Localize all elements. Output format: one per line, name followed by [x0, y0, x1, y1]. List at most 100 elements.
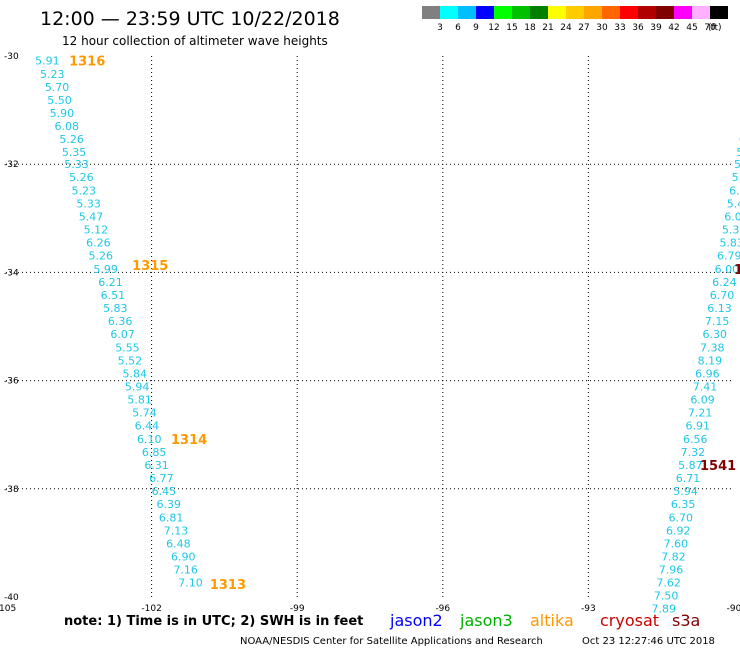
x-tick-label: -105 [0, 604, 16, 614]
swh-value: 6.00 [715, 263, 740, 276]
color-legend: 3 6 9 12 15 18 21 24 27 30 33 36 39 42 45 70(ft) [422, 6, 728, 33]
swh-value: 5.84 [122, 368, 147, 381]
legend-label: 33 [614, 23, 625, 33]
swh-value: 5.33 [64, 158, 89, 171]
y-tick-label: -32 [4, 160, 19, 170]
legend-swatch [548, 6, 566, 19]
swh-value: 5.94 [673, 485, 698, 498]
legend-swatch [656, 6, 674, 19]
swh-value: 5.23 [72, 185, 97, 198]
swh-value: 6.35 [671, 498, 696, 511]
legend-label: 27 [578, 23, 589, 33]
swh-value: 6.51 [101, 289, 126, 302]
legend-swatch [530, 6, 548, 19]
swh-value: 5.47 [727, 198, 740, 211]
swh-value: 6.10 [137, 433, 162, 446]
swh-value: 7.89 [651, 602, 676, 615]
swh-value: 6.39 [156, 498, 181, 511]
pass-label: 1541 [700, 459, 736, 474]
swh-value: 7.16 [173, 563, 198, 576]
legend-swatch [692, 6, 710, 19]
swh-value: 6.45 [152, 485, 177, 498]
swh-value: 6.26 [86, 237, 111, 250]
legend-label: 30 [596, 23, 608, 33]
pass-label: 1 [734, 263, 740, 278]
swh-value: 6.90 [171, 550, 196, 563]
swh-value: 5.52 [118, 355, 143, 368]
pass-label: 1313 [210, 578, 246, 593]
swh-value: 6.71 [676, 472, 701, 485]
swh-value: 6.00 [724, 211, 740, 224]
timestamp: Oct 23 12:27:46 UTC 2018 [582, 636, 715, 647]
legend-label: 9 [473, 23, 479, 33]
legend-label: 3 [437, 23, 443, 33]
legend-swatch [422, 6, 440, 19]
swh-value: 5.47 [79, 211, 104, 224]
swh-value: 6.91 [685, 420, 710, 433]
swh-value: 5.9 [734, 158, 740, 171]
swh-value: 6.21 [98, 276, 123, 289]
swh-value: 6.81 [159, 511, 184, 524]
swh-value: 7.32 [681, 446, 706, 459]
swh-value: 5.9 [736, 146, 740, 159]
legend-label: 42 [668, 23, 679, 33]
legend-swatch [638, 6, 656, 19]
swh-value: 5.26 [89, 250, 114, 263]
swh-value: 6.30 [702, 328, 727, 341]
satellite-jason3: jason3 [459, 611, 513, 630]
legend-swatch [602, 6, 620, 19]
swh-value: 5.36 [722, 224, 740, 237]
legend-swatch [494, 6, 512, 19]
chart-subtitle: 12 hour collection of altimeter wave hei… [62, 34, 328, 48]
swh-value: 7.10 [178, 576, 203, 589]
legend-label: 70 [704, 23, 716, 33]
swh-value: 5.35 [62, 146, 87, 159]
legend-label: 21 [542, 23, 553, 33]
swh-value: 7.62 [656, 576, 681, 589]
swh-value: 6.96 [695, 368, 720, 381]
legend-swatch [674, 6, 692, 19]
swh-value: 6.79 [717, 250, 740, 263]
swh-value: 7.50 [654, 589, 679, 602]
satellite-altika: altika [530, 611, 574, 630]
swh-value: 5.26 [69, 171, 94, 184]
swh-value: 6.24 [712, 276, 737, 289]
swh-value: 6.70 [668, 511, 693, 524]
legend-swatch [458, 6, 476, 19]
swh-value: 6.85 [142, 446, 167, 459]
swh-value: 5.99 [93, 263, 118, 276]
legend-label: 45 [686, 23, 697, 33]
legend-label: 24 [560, 23, 572, 33]
swh-value: 5.83 [719, 237, 740, 250]
swh-value: 7.60 [664, 537, 689, 550]
satellite-s3a: s3a [672, 611, 700, 630]
x-tick-label: -93 [581, 604, 596, 614]
legend-swatch [710, 6, 728, 19]
legend-swatch [476, 6, 494, 19]
data-marks: 5.915.235.705.505.906.085.265.355.335.26… [35, 54, 740, 615]
swh-value: 5.55 [115, 342, 140, 355]
swh-value: 5.81 [127, 394, 152, 407]
swh-value: 6.09 [690, 394, 715, 407]
swh-value: 6.36 [108, 315, 133, 328]
swh-value: 5.87 [678, 459, 703, 472]
legend-swatch [584, 6, 602, 19]
swh-value: 5.23 [40, 68, 64, 81]
pass-label: 1316 [69, 54, 105, 69]
y-tick-label: -30 [4, 52, 19, 62]
pass-label: 1314 [171, 433, 207, 448]
y-tick-label: -40 [4, 593, 19, 603]
swh-value: 5.70 [45, 81, 70, 94]
chart-title: 12:00 — 23:59 UTC 10/22/2018 [40, 8, 340, 30]
swh-value: 5.94 [732, 171, 740, 184]
satellite-cryosat: cryosat [600, 611, 659, 630]
satellite-jason2: jason2 [389, 611, 443, 630]
swh-value: 6.13 [707, 302, 732, 315]
x-tick-label: -90 [727, 604, 740, 614]
swh-value: 6.92 [666, 524, 691, 537]
swh-value: 6.48 [166, 537, 191, 550]
swh-value: 6.70 [710, 289, 735, 302]
swh-value: 6.08 [55, 120, 80, 133]
legend-swatch [440, 6, 458, 19]
legend-swatch [620, 6, 638, 19]
